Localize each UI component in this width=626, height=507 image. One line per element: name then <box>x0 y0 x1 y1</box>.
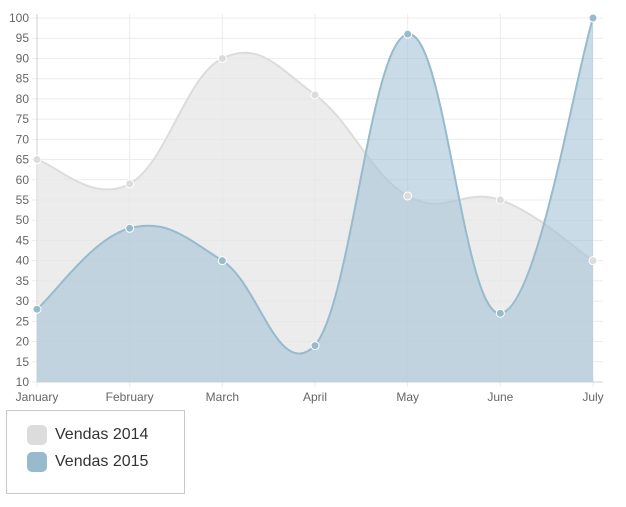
legend-label-2015: Vendas 2015 <box>55 453 149 470</box>
data-point[interactable] <box>217 256 227 266</box>
data-point[interactable] <box>217 53 227 63</box>
y-tick-label: 25 <box>16 314 30 328</box>
x-tick-label: May <box>396 390 419 404</box>
data-point[interactable] <box>495 308 505 318</box>
y-tick-label: 35 <box>16 274 30 288</box>
data-point[interactable] <box>403 29 413 39</box>
legend-label-2014: Vendas 2014 <box>55 426 149 443</box>
x-tick-label: February <box>106 390 154 404</box>
data-point[interactable] <box>588 256 598 266</box>
y-tick-label: 15 <box>16 355 30 369</box>
data-point[interactable] <box>310 90 320 100</box>
y-tick-label: 85 <box>16 72 30 86</box>
x-tick-label: July <box>582 390 603 404</box>
y-tick-label: 30 <box>16 294 30 308</box>
data-point[interactable] <box>588 13 598 23</box>
y-axis-ticks: 10 15 20 25 30 35 40 45 50 55 60 65 70 75 80 85 90 95 100 <box>9 11 29 389</box>
area-fill-series-1 <box>37 18 593 382</box>
data-point[interactable] <box>125 179 135 189</box>
data-point[interactable] <box>32 304 42 314</box>
y-tick-label: 100 <box>9 11 29 25</box>
y-tick-label: 75 <box>16 112 30 126</box>
x-tick-label: March <box>206 390 239 404</box>
y-tick-label: 45 <box>16 233 30 247</box>
y-tick-label: 60 <box>16 173 30 187</box>
chart-points <box>32 13 598 351</box>
y-tick-label: 80 <box>16 92 30 106</box>
chart-legend: Vendas 2014 Vendas 2015 <box>6 410 185 494</box>
y-tick-label: 10 <box>16 375 30 389</box>
data-point[interactable] <box>495 195 505 205</box>
y-tick-label: 50 <box>16 213 30 227</box>
y-tick-label: 95 <box>16 31 30 45</box>
data-point[interactable] <box>310 341 320 351</box>
y-tick-label: 55 <box>16 193 30 207</box>
x-tick-label: June <box>487 390 513 404</box>
y-tick-label: 70 <box>16 132 30 146</box>
series-line-1 <box>36 17 594 355</box>
x-tick-label: April <box>303 390 327 404</box>
y-tick-label: 65 <box>16 153 30 167</box>
legend-item-2015[interactable]: Vendas 2015 <box>27 452 148 472</box>
legend-swatch-2014 <box>27 425 47 445</box>
x-tick-label: January <box>16 390 59 404</box>
x-axis-ticks: January February March April May June July <box>16 390 604 404</box>
data-point[interactable] <box>125 223 135 233</box>
area-chart: 101520253035404550556065707580859095100 … <box>9 11 604 404</box>
data-point[interactable] <box>403 191 413 201</box>
y-tick-label: 90 <box>16 51 30 65</box>
y-tick-label: 20 <box>16 335 30 349</box>
legend-item-2014[interactable]: Vendas 2014 <box>27 425 148 445</box>
legend-swatch-2015 <box>27 452 47 472</box>
data-point[interactable] <box>32 155 42 165</box>
y-tick-label: 40 <box>16 254 30 268</box>
